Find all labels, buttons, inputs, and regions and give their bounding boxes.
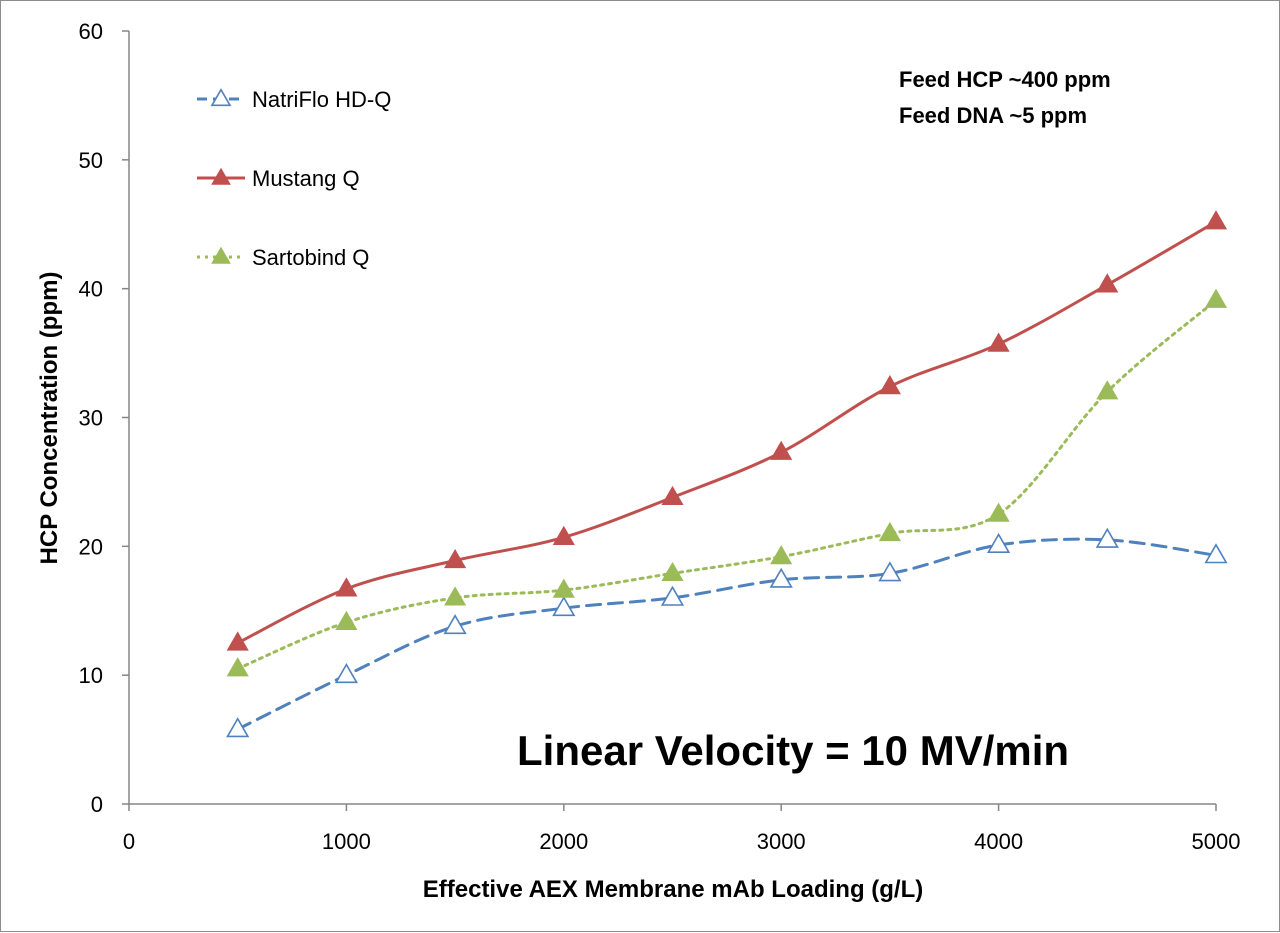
data-point [226, 717, 250, 738]
x-tick-label: 5000 [1192, 829, 1241, 854]
legend-item: Mustang Q [197, 166, 360, 191]
series-sartobind-q [226, 288, 1228, 677]
data-point [1204, 210, 1228, 230]
y-tick-label: 30 [79, 406, 103, 431]
data-point [987, 502, 1010, 522]
data-point [1095, 527, 1119, 548]
y-tick-label: 10 [79, 663, 103, 688]
feed-hcp-annotation: Feed HCP ~400 ppm [899, 67, 1111, 92]
y-tick-label: 0 [91, 792, 103, 817]
legend-item: NatriFlo HD-Q [197, 87, 391, 112]
feed-dna-annotation: Feed DNA ~5 ppm [899, 103, 1087, 128]
legend-label: Sartobind Q [252, 245, 369, 270]
data-point [552, 578, 575, 598]
data-point [444, 548, 467, 569]
legend-item: Sartobind Q [197, 245, 369, 270]
data-point [770, 545, 793, 565]
y-tick-label: 20 [79, 534, 103, 559]
x-tick-label: 0 [123, 829, 135, 854]
data-point [661, 561, 684, 582]
x-tick-label: 1000 [322, 829, 371, 854]
series-mustang-q [226, 210, 1228, 651]
data-point [1204, 543, 1228, 564]
data-point [661, 485, 684, 506]
y-tick-label: 60 [79, 19, 103, 44]
series-natriflo-hd-q [226, 527, 1228, 738]
data-point [878, 521, 901, 542]
data-point [878, 375, 901, 395]
y-axis-title: HCP Concentration (ppm) [36, 272, 63, 565]
data-point [335, 577, 358, 597]
data-point [335, 610, 358, 630]
data-point [987, 532, 1011, 553]
data-point [878, 561, 902, 582]
series-line [236, 537, 1218, 731]
y-tick-label: 40 [79, 277, 103, 302]
data-point [552, 596, 576, 617]
linear-velocity-annotation: Linear Velocity = 10 MV/min [517, 727, 1069, 774]
legend-label: NatriFlo HD-Q [252, 87, 391, 112]
data-point [769, 567, 793, 588]
data-point [444, 586, 467, 606]
x-tick-label: 4000 [974, 829, 1023, 854]
legend: NatriFlo HD-Q Mustang Q Sartobind Q [197, 87, 391, 270]
data-point [1096, 273, 1119, 293]
data-point [770, 440, 793, 460]
data-point [660, 585, 685, 606]
data-point [552, 525, 575, 545]
series-line [236, 298, 1218, 671]
series-layer [226, 210, 1228, 738]
data-point [334, 663, 358, 684]
series-line [236, 220, 1218, 645]
data-point [443, 614, 467, 635]
data-point [1204, 288, 1228, 308]
y-tick-label: 50 [79, 148, 103, 173]
axes: 0 10 20 30 40 50 60 0 1000 2000 3000 4000 5000 [79, 19, 1241, 854]
data-point [226, 631, 249, 651]
legend-label: Mustang Q [252, 166, 360, 191]
data-point [226, 657, 249, 677]
legend-marker [211, 246, 231, 264]
data-point [1096, 380, 1119, 400]
x-tick-label: 3000 [757, 829, 806, 854]
x-tick-label: 2000 [539, 829, 588, 854]
legend-marker [211, 167, 231, 185]
legend-marker [210, 88, 232, 107]
x-axis-title: Effective AEX Membrane mAb Loading (g/L) [423, 876, 924, 903]
data-point [987, 332, 1010, 352]
